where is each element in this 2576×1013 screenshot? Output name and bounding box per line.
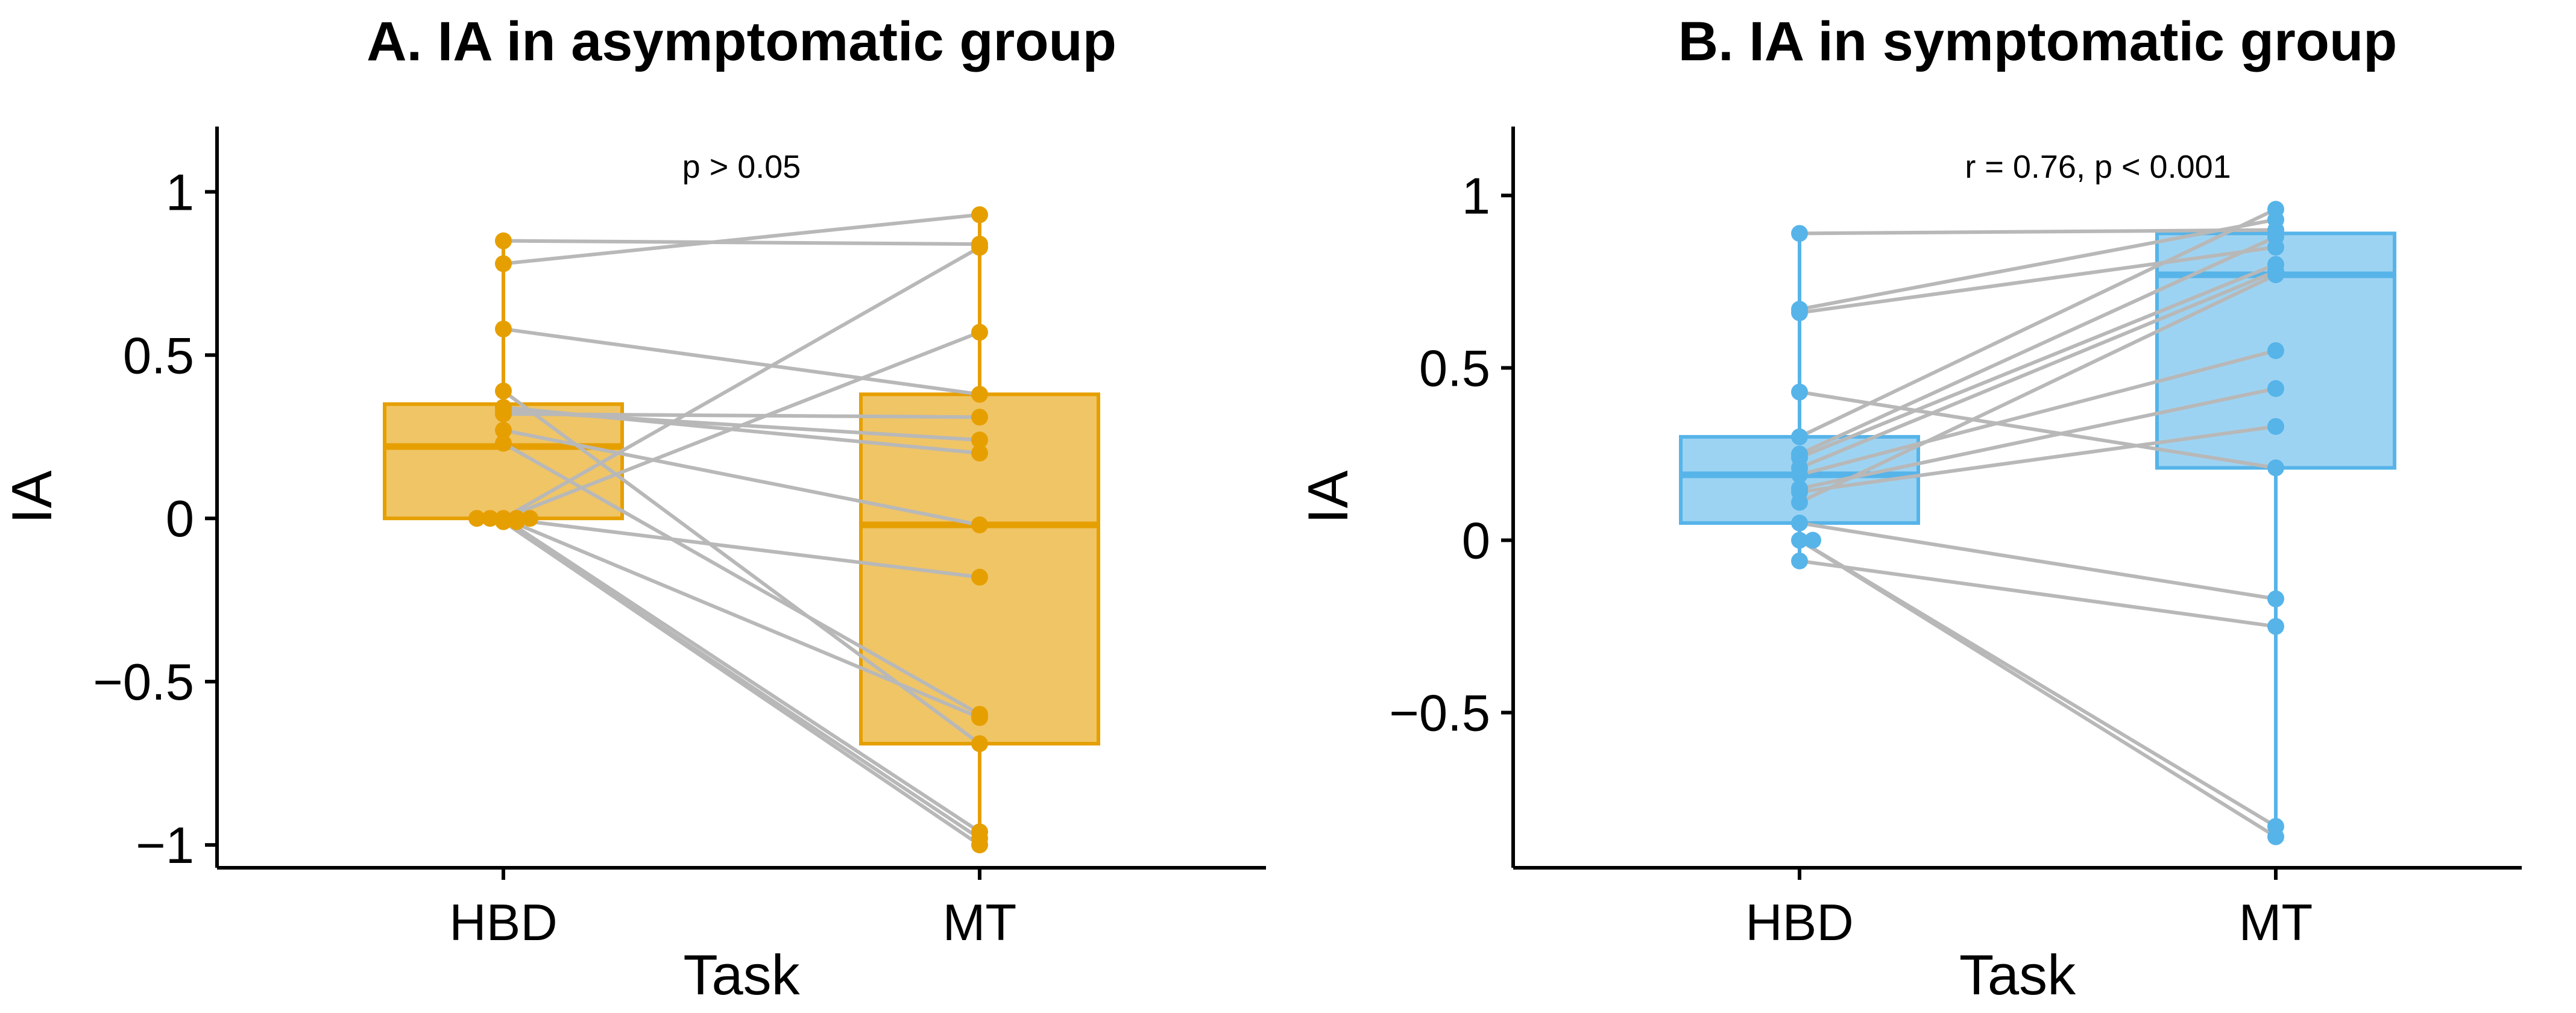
paired-line — [1798, 273, 2277, 504]
paired-line — [1799, 228, 2276, 236]
data-point-mt — [971, 709, 988, 726]
data-point-hbd — [495, 255, 512, 272]
paired-line — [1799, 218, 2276, 312]
data-point-hbd — [1791, 383, 1808, 401]
y-tick-label: −0.5 — [93, 654, 194, 711]
data-point-mt — [2267, 590, 2284, 607]
data-point-mt — [2267, 201, 2284, 218]
data-point-hbd — [495, 382, 512, 400]
data-point-hbd — [495, 434, 512, 452]
data-point-mt — [971, 444, 988, 462]
data-point-mt — [971, 568, 988, 586]
x-tick-label: HBD — [1745, 894, 1853, 952]
y-tick-label: 0 — [166, 491, 194, 548]
paired-line — [503, 213, 980, 266]
data-point-hbd — [1804, 532, 1821, 549]
chart-title: B. IA in symptomatic group — [1678, 11, 2398, 72]
data-point-hbd — [495, 405, 512, 422]
data-point-mt — [971, 409, 988, 426]
paired-line — [502, 245, 981, 520]
paired-line — [1798, 235, 2277, 456]
panel-a: A. IA in asymptomatic group 1 0.5 0 −0.5 −1 HB… — [0, 11, 1266, 1006]
y-tick-label: −1 — [136, 817, 194, 874]
data-point-mt — [2267, 228, 2284, 246]
chart-title: A. IA in asymptomatic group — [367, 11, 1116, 72]
data-point-hbd — [1791, 494, 1808, 511]
data-point-hbd — [495, 513, 512, 530]
paired-line — [1798, 269, 2277, 470]
paired-line — [503, 412, 980, 419]
data-point-hbd — [1791, 428, 1808, 445]
data-point-mt — [2267, 380, 2284, 397]
data-point-hbd — [1791, 466, 1808, 483]
paired-line — [1799, 386, 2276, 491]
y-tick-label: 0.5 — [1419, 340, 1490, 397]
data-point-mt — [971, 324, 988, 341]
stat-annotation: p > 0.05 — [682, 149, 801, 185]
data-point-hbd — [1791, 532, 1808, 549]
data-point-mt — [2267, 342, 2284, 359]
data-point-hbd — [521, 510, 538, 527]
data-point-mt — [2267, 459, 2284, 477]
paired-line — [1799, 390, 2276, 470]
paired-line — [502, 520, 981, 847]
paired-line — [1799, 521, 2276, 601]
paired-line — [502, 330, 981, 521]
x-tick-label: HBD — [449, 894, 557, 952]
data-point-hbd — [1791, 514, 1808, 532]
y-axis-title: IA — [1296, 470, 1359, 524]
paired-line — [1798, 538, 2277, 839]
paired-line — [503, 239, 980, 246]
data-point-hbd — [1791, 552, 1808, 569]
data-point-mt — [2267, 618, 2284, 635]
data-point-hbd — [1791, 304, 1808, 321]
y-axis-title: IA — [0, 470, 63, 524]
paired-line — [1799, 245, 2276, 315]
data-point-hbd — [468, 510, 485, 527]
data-point-mt — [971, 735, 988, 753]
data-point-mt — [2267, 828, 2284, 845]
paired-line — [1799, 424, 2276, 494]
y-tick-label: 1 — [1462, 168, 1490, 225]
data-point-hbd — [495, 421, 512, 439]
stat-annotation: r = 0.76, p < 0.001 — [1965, 149, 2231, 185]
x-axis-title: Task — [1959, 943, 2076, 1006]
y-tick-label: 0 — [1462, 513, 1490, 570]
data-point-mt — [971, 836, 988, 854]
data-point-hbd — [508, 513, 525, 530]
y-tick-label: 1 — [166, 164, 194, 221]
panel-b: B. IA in symptomatic group 1 0.5 0 −0.5 HBD MT… — [1296, 11, 2522, 1006]
x-axis-title: Task — [683, 943, 800, 1006]
data-point-hbd — [495, 232, 512, 249]
paired-line — [1798, 207, 2277, 439]
paired-line — [502, 516, 981, 833]
paired-line — [503, 327, 980, 397]
data-point-mt — [971, 386, 988, 403]
paired-line — [1799, 559, 2276, 629]
paired-line — [1798, 263, 2277, 459]
data-point-hbd — [495, 320, 512, 337]
paired-line — [503, 428, 980, 527]
data-point-mt — [971, 239, 988, 256]
data-point-mt — [2267, 266, 2284, 283]
data-point-mt — [971, 206, 988, 224]
paired-line — [502, 516, 981, 720]
data-point-mt — [971, 431, 988, 449]
x-tick-label: MT — [2239, 894, 2313, 952]
data-point-mt — [971, 516, 988, 534]
paired-line — [1799, 348, 2276, 477]
y-tick-label: 0.5 — [123, 327, 194, 384]
data-point-mt — [2267, 418, 2284, 435]
data-point-hbd — [482, 510, 499, 527]
y-tick-label: −0.5 — [1389, 685, 1490, 742]
data-point-hbd — [1791, 225, 1808, 242]
paired-line — [503, 516, 980, 579]
x-tick-label: MT — [943, 894, 1017, 952]
